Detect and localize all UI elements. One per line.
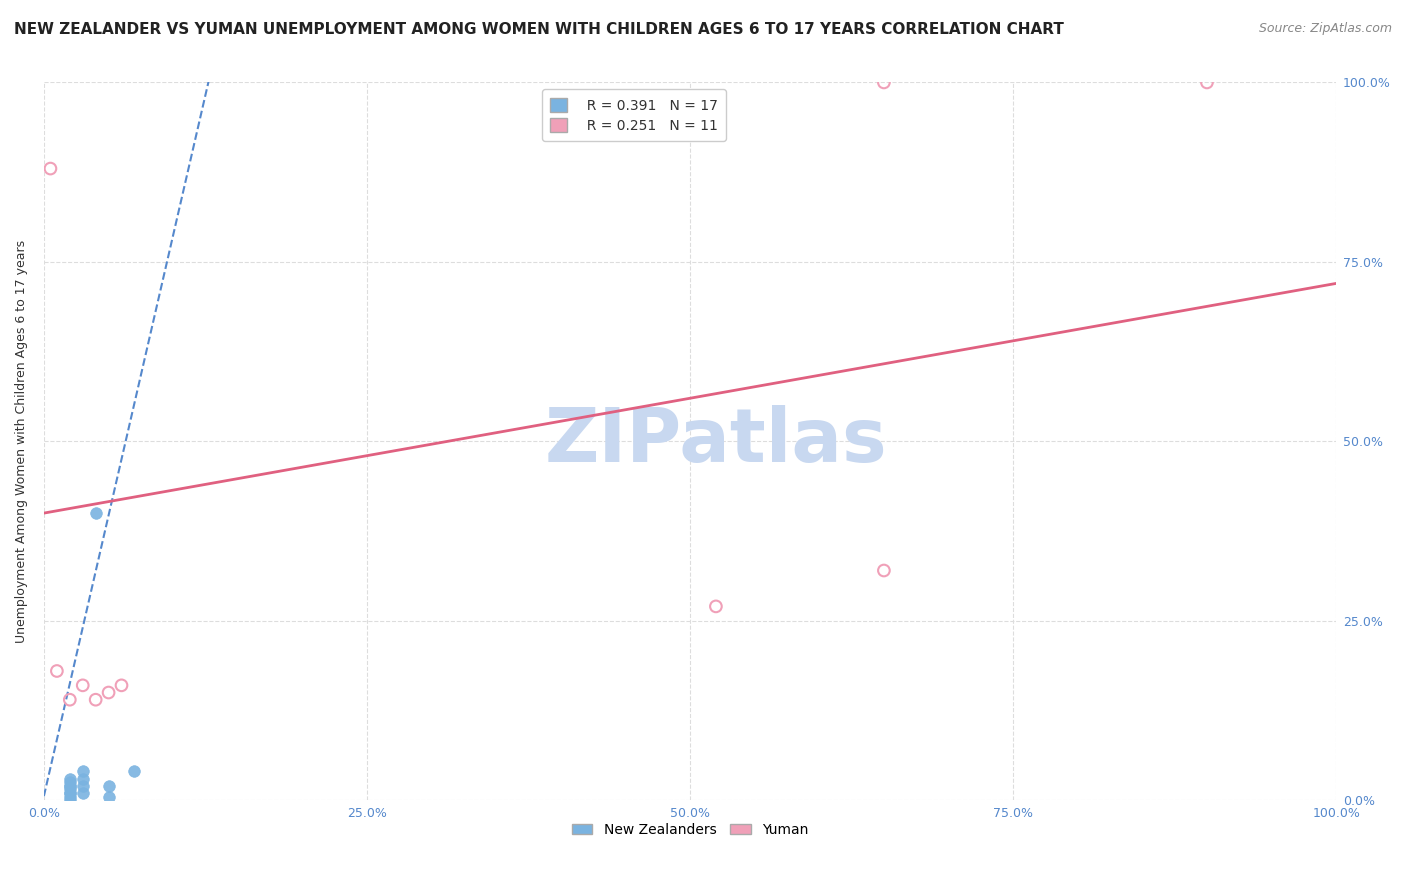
Point <box>59 775 82 789</box>
Point <box>45 664 67 678</box>
Point <box>97 779 120 793</box>
Point <box>97 789 120 804</box>
Text: ZIPatlas: ZIPatlas <box>544 405 887 478</box>
Point <box>39 161 62 176</box>
Point <box>59 779 82 793</box>
Legend: New Zealanders, Yuman: New Zealanders, Yuman <box>565 815 815 844</box>
Point <box>72 678 94 692</box>
Point <box>1195 75 1218 89</box>
Point <box>59 793 82 807</box>
Point <box>97 685 120 699</box>
Point <box>72 779 94 793</box>
Point <box>59 786 82 800</box>
Point <box>704 599 727 614</box>
Y-axis label: Unemployment Among Women with Children Ages 6 to 17 years: Unemployment Among Women with Children A… <box>15 240 28 643</box>
Point <box>72 772 94 786</box>
Text: Source: ZipAtlas.com: Source: ZipAtlas.com <box>1258 22 1392 36</box>
Point <box>59 782 82 797</box>
Point <box>59 779 82 793</box>
Point <box>873 564 896 578</box>
Text: NEW ZEALANDER VS YUMAN UNEMPLOYMENT AMONG WOMEN WITH CHILDREN AGES 6 TO 17 YEARS: NEW ZEALANDER VS YUMAN UNEMPLOYMENT AMON… <box>14 22 1064 37</box>
Point <box>72 764 94 779</box>
Point <box>59 786 82 800</box>
Point <box>84 506 107 520</box>
Point <box>110 678 132 692</box>
Point <box>124 764 146 779</box>
Point <box>72 786 94 800</box>
Point <box>59 692 82 706</box>
Point <box>59 772 82 786</box>
Point <box>873 75 896 89</box>
Point <box>84 692 107 706</box>
Point <box>59 789 82 804</box>
